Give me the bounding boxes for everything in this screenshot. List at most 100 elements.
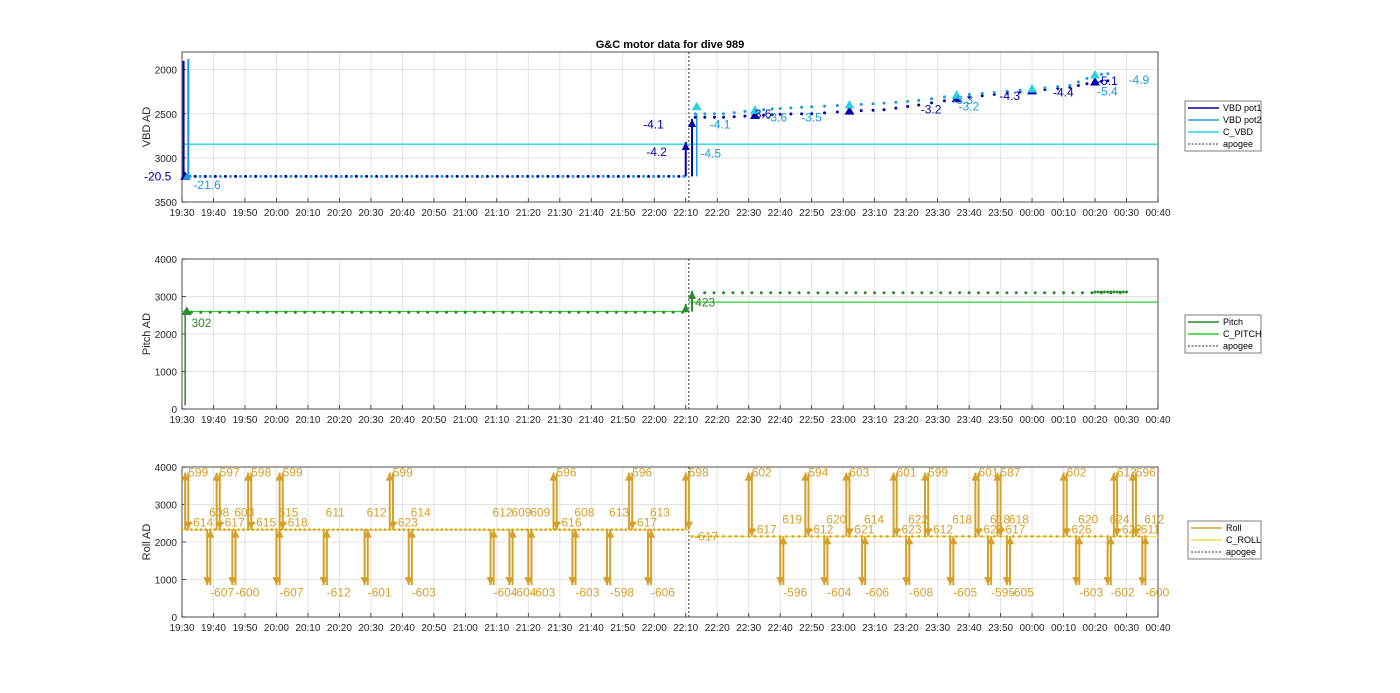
data-point [1102,290,1106,294]
data-point [501,310,505,314]
data-point [967,92,971,96]
x-tick-label: 23:30 [925,208,950,219]
data-point [455,174,459,178]
data-point [465,174,469,178]
data-point [677,174,681,178]
x-tick-label: 22:30 [736,623,761,634]
x-tick-label: 22:10 [673,208,698,219]
data-point [1109,290,1113,294]
data-point [208,174,212,178]
arrow-head [892,528,901,537]
data-point [355,528,359,531]
data-point [1024,291,1028,295]
x-tick-label: 00:00 [1020,623,1045,634]
data-point [511,310,515,314]
data-point [917,535,921,538]
data-point [495,174,499,178]
data-label: -601 [368,586,392,600]
data-point [624,528,628,531]
data-point [1018,88,1022,92]
y-tick-label: 4000 [155,463,178,474]
data-point [643,528,647,531]
data-point [331,310,335,314]
data-label: 423 [695,296,715,310]
data-label: -604 [512,586,536,600]
arrow-head [842,472,851,481]
data-point [1043,535,1046,538]
x-tick-label: 21:50 [610,415,635,426]
arrow-head [1062,528,1071,537]
data-point [566,174,570,178]
arrow-head [987,536,996,545]
data-label: -604 [494,586,518,600]
data-point [882,291,886,295]
data-point [497,528,500,531]
arrow-head [1141,536,1150,545]
data-point [1071,291,1075,295]
data-point [753,535,757,538]
data-point [312,528,316,531]
data-marker [951,90,962,99]
data-point [980,94,984,98]
x-tick-label: 20:00 [264,623,289,634]
data-point [227,310,231,314]
data-point [930,535,933,538]
arrow-head [949,536,958,545]
data-point [511,174,515,178]
data-point [638,528,642,531]
data-point [772,535,776,538]
data-point [460,174,464,178]
y-tick-label: 3000 [155,154,178,165]
data-point [246,310,250,314]
x-tick-label: 20:50 [421,623,446,634]
data-point [800,112,804,116]
data-label: -3.3 [952,93,973,107]
data-point [188,174,192,178]
data-label: 587 [1000,466,1020,480]
data-point [917,99,921,103]
data-point [596,310,600,314]
data-point [1005,291,1009,295]
data-point [762,108,766,112]
data-point [709,535,713,538]
data-point [967,95,971,99]
data-point [958,291,962,295]
x-tick-label: 19:40 [201,208,226,219]
data-point [1052,291,1056,295]
data-point [350,528,354,531]
data-point [967,535,971,538]
x-tick-label: 23:10 [862,623,887,634]
data-point [621,174,625,178]
y-tick-label: 2000 [155,66,178,77]
data-point [652,310,656,314]
data-point [259,174,263,178]
data-point [577,528,580,531]
arrow-head [1075,536,1084,545]
data-point [1076,80,1080,84]
x-tick-label: 20:40 [390,208,415,219]
x-tick-label: 23:10 [862,415,887,426]
x-tick-label: 19:40 [201,623,226,634]
data-point [303,310,307,314]
data-point [835,110,839,114]
data-point [871,108,875,112]
x-tick-label: 23:20 [894,415,919,426]
data-point [596,174,600,178]
data-label: -603 [412,586,436,600]
data-point [690,535,694,538]
data-marker [1027,84,1038,93]
data-point [1118,290,1122,294]
data-label: 602 [1067,466,1087,480]
data-point [208,310,212,314]
data-point [319,174,323,178]
x-tick-label: 00:40 [1145,623,1170,634]
x-tick-label: 21:00 [453,415,478,426]
data-point [1068,84,1072,88]
data-point [911,535,914,538]
x-tick-label: 22:20 [705,623,730,634]
x-tick-label: 20:20 [327,208,352,219]
arrow-head [996,528,1005,537]
x-tick-label: 20:50 [421,415,446,426]
data-point [1049,535,1053,538]
data-point [1056,85,1060,89]
